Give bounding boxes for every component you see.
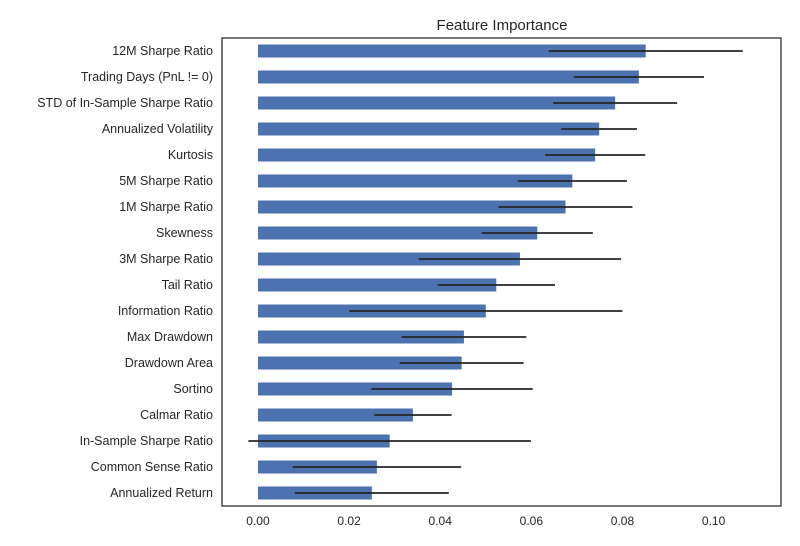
category-label-2: STD of In-Sample Sharpe Ratio	[37, 96, 213, 110]
bars-layer	[257, 44, 646, 500]
category-label-15: In-Sample Sharpe Ratio	[80, 434, 213, 448]
category-label-6: 1M Sharpe Ratio	[119, 200, 213, 214]
x-tick-label-4: 0.08	[611, 514, 635, 528]
bar-13	[257, 382, 453, 396]
category-label-16: Common Sense Ratio	[91, 460, 213, 474]
category-label-11: Max Drawdown	[127, 330, 213, 344]
bar-11	[257, 330, 464, 344]
category-label-13: Sortino	[173, 382, 213, 396]
plot-frame	[221, 37, 782, 507]
bar-7	[257, 226, 538, 240]
bar-14	[257, 408, 413, 422]
bar-1	[257, 70, 639, 84]
x-tick-label-5: 0.10	[702, 514, 726, 528]
category-label-12: Drawdown Area	[125, 356, 213, 370]
bar-3	[257, 122, 600, 136]
category-label-9: Tail Ratio	[162, 278, 213, 292]
x-tick-label-0: 0.00	[246, 514, 270, 528]
bar-5	[257, 174, 573, 188]
category-label-4: Kurtosis	[168, 148, 213, 162]
bar-9	[257, 278, 497, 292]
bar-0	[257, 44, 646, 58]
category-label-7: Skewness	[156, 226, 213, 240]
x-tick-label-1: 0.02	[337, 514, 361, 528]
category-label-3: Annualized Volatility	[102, 122, 214, 136]
category-label-10: Information Ratio	[118, 304, 213, 318]
category-label-8: 3M Sharpe Ratio	[119, 252, 213, 266]
bar-4	[257, 148, 596, 162]
x-tick-label-3: 0.06	[520, 514, 544, 528]
category-label-0: 12M Sharpe Ratio	[112, 44, 213, 58]
bar-12	[257, 356, 462, 370]
bar-8	[257, 252, 520, 266]
error-bars-layer	[248, 50, 743, 494]
chart-title: Feature Importance	[437, 17, 568, 34]
category-label-5: 5M Sharpe Ratio	[119, 174, 213, 188]
y-axis-labels: 12M Sharpe Ratio Trading Days (PnL != 0) S…	[37, 44, 214, 500]
category-label-1: Trading Days (PnL != 0)	[81, 70, 213, 84]
x-tick-label-2: 0.04	[429, 514, 453, 528]
category-label-17: Annualized Return	[110, 486, 213, 500]
category-label-14: Calmar Ratio	[140, 408, 213, 422]
x-axis-ticks: 0.00 0.02 0.04 0.06 0.08 0.10	[246, 514, 725, 528]
bar-6	[257, 200, 566, 214]
bar-2	[257, 96, 616, 110]
